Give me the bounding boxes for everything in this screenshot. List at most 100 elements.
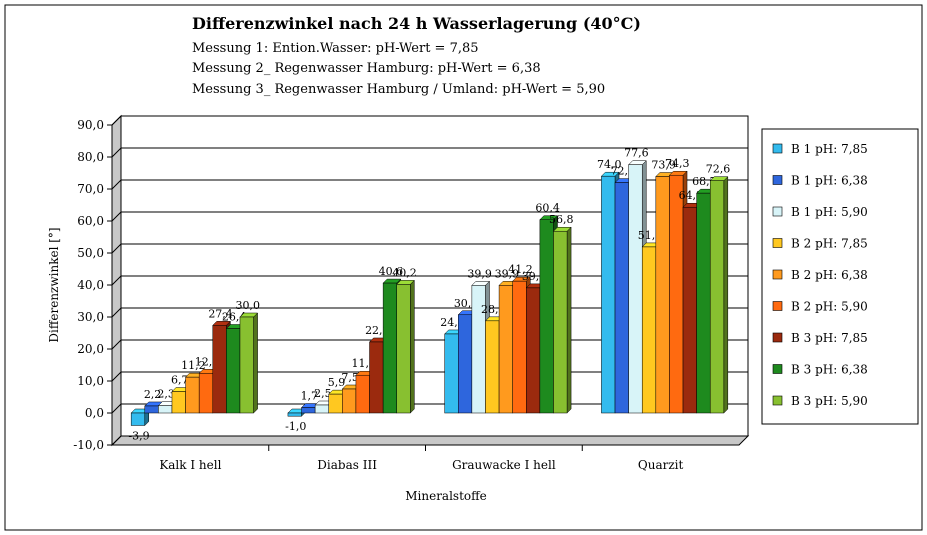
gridline xyxy=(111,147,748,158)
chart-subtitle-3: Messung 3_ Regenwasser Hamburg / Umland:… xyxy=(192,82,605,97)
bar-front xyxy=(601,175,616,414)
bar-side xyxy=(566,226,572,414)
legend-label: B 3 pH: 6,38 xyxy=(791,363,868,377)
bar xyxy=(130,408,150,427)
bar-front xyxy=(641,246,657,414)
x-tick-label: Grauwacke I hell xyxy=(452,458,556,472)
bar xyxy=(709,176,729,414)
y-axis-label: Differenzwinkel [°] xyxy=(47,227,61,342)
gridline xyxy=(111,435,748,446)
data-label: 40,6 xyxy=(379,265,404,278)
legend-label: B 1 pH: 5,90 xyxy=(791,205,868,219)
y-tick-label: 90,0 xyxy=(77,118,104,132)
y-tick-label: 70,0 xyxy=(77,182,104,196)
data-label: 2,5 xyxy=(314,387,332,400)
legend-swatch xyxy=(772,175,783,185)
data-label: 2,3 xyxy=(157,388,175,401)
y-tick-label: 0,0 xyxy=(85,406,104,420)
legend-box xyxy=(761,128,919,425)
bar-front xyxy=(485,320,500,414)
bar xyxy=(239,312,259,414)
legend-label: B 3 pH: 7,85 xyxy=(791,331,868,345)
bar-front xyxy=(526,287,541,414)
data-label: 27,4 xyxy=(208,307,233,320)
legend-label: B 2 pH: 5,90 xyxy=(791,300,868,314)
bar-front xyxy=(458,314,473,414)
bar-front xyxy=(498,285,513,414)
data-label: 72,6 xyxy=(706,163,731,176)
data-label: 40,2 xyxy=(392,266,417,279)
data-label: 77,6 xyxy=(624,147,649,160)
bar-front xyxy=(628,164,643,414)
legend-swatch xyxy=(772,206,783,217)
x-tick-label: Quarzit xyxy=(638,458,684,472)
legend-swatch xyxy=(772,238,783,248)
bar-front xyxy=(239,316,254,414)
data-label: 5,9 xyxy=(328,376,346,389)
data-label: -1,0 xyxy=(285,420,306,433)
chart-title: Differenzwinkel nach 24 h Wasserlagerung… xyxy=(192,14,641,33)
plot-floor xyxy=(110,435,750,446)
bar-front xyxy=(212,325,227,414)
bar-front xyxy=(130,412,146,426)
y-tick-label: 40,0 xyxy=(77,278,104,292)
data-label: 39,9 xyxy=(467,267,492,280)
bar-front xyxy=(342,388,357,414)
bar-front xyxy=(512,280,527,414)
bar xyxy=(552,226,572,414)
legend: B 1 pH: 7,85 B 1 pH: 6,38 B 1 pH: 5,90 B 2 … xyxy=(761,128,919,425)
bar-front xyxy=(287,412,302,417)
gridline xyxy=(111,275,748,286)
legend-label: B 2 pH: 7,85 xyxy=(791,237,868,251)
data-label: 41,2 xyxy=(508,263,533,276)
legend-swatch xyxy=(772,332,783,343)
bar-front xyxy=(396,284,411,414)
bar-front xyxy=(226,328,241,414)
y-tick-label: 10,0 xyxy=(77,374,104,388)
bar-front xyxy=(614,182,629,414)
y-tick-label: 60,0 xyxy=(77,214,104,228)
y-tick-label: 20,0 xyxy=(77,342,104,356)
y-tick-label: 80,0 xyxy=(77,150,104,164)
gridline xyxy=(111,179,748,190)
legend-label: B 1 pH: 7,85 xyxy=(791,142,868,156)
data-label: 2,2 xyxy=(144,388,162,401)
data-label: 73,9 xyxy=(651,159,676,172)
legend-swatch xyxy=(772,364,783,374)
bar-front xyxy=(709,180,725,414)
legend-label: B 3 pH: 5,90 xyxy=(791,394,868,408)
bar xyxy=(396,279,415,414)
legend-label: B 2 pH: 6,38 xyxy=(791,268,868,282)
x-axis-label: Mineralstoffe xyxy=(405,489,487,503)
legend-swatch xyxy=(772,301,783,311)
plot-area: -10,0 0,0 10,0 20,0 30,0 40,0 50,0 60,0 70,0 80,0… xyxy=(73,114,750,472)
bar-front xyxy=(314,404,329,414)
bar-front xyxy=(198,373,214,414)
y-tick-label: -10,0 xyxy=(73,438,104,452)
bar-front xyxy=(669,174,684,414)
x-tick-label: Kalk I hell xyxy=(159,458,221,472)
legend-swatch xyxy=(772,143,783,154)
data-label: 6,7 xyxy=(171,374,189,387)
data-label: 74,3 xyxy=(665,157,690,170)
data-label: 1,7 xyxy=(301,390,319,403)
legend-swatch xyxy=(772,269,783,280)
data-label: 39,9 xyxy=(495,267,520,280)
chart-subtitle-2: Messung 2_ Regenwasser Hamburg: pH-Wert … xyxy=(192,61,541,76)
bar-side xyxy=(723,176,729,414)
bar-front xyxy=(655,176,670,414)
bar-front xyxy=(355,374,370,414)
bar-front xyxy=(171,391,186,414)
gridline xyxy=(111,243,748,254)
bar-front xyxy=(444,333,459,414)
gridline xyxy=(111,211,748,222)
data-label: 60,4 xyxy=(535,202,560,215)
data-label: 74,0 xyxy=(597,158,622,171)
y-tick-label: 30,0 xyxy=(77,310,104,324)
bar-front xyxy=(144,405,159,414)
bar-front xyxy=(301,407,316,414)
bar-front xyxy=(682,206,697,414)
data-label: 56,8 xyxy=(549,213,574,226)
chart-subtitle-1: Messung 1: Ention.Wasser: pH-Wert = 7,85 xyxy=(192,41,479,56)
